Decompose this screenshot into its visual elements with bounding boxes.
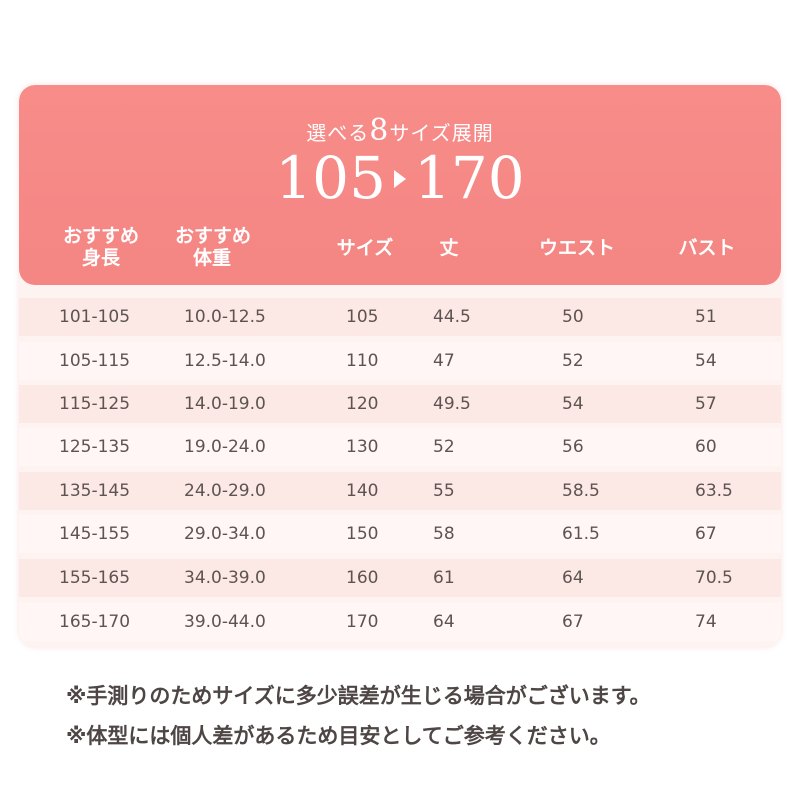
cell-bust: 74 (695, 612, 717, 632)
cell-height: 125-135 (59, 437, 131, 457)
cell-bust: 54 (695, 351, 717, 371)
size-range-subtitle: 選べる8サイズ展開 (19, 113, 781, 148)
cell-size: 140 (346, 481, 379, 501)
cell-weight: 12.5-14.0 (184, 351, 266, 371)
cell-bust: 60 (695, 437, 717, 457)
cell-height: 135-145 (59, 481, 131, 501)
cell-weight: 14.0-19.0 (184, 394, 266, 414)
cell-size: 105 (346, 307, 379, 327)
cell-length: 44.5 (433, 307, 471, 327)
column-header-weight-line2: 体重 (193, 247, 232, 269)
cell-weight: 10.0-12.5 (184, 307, 266, 327)
cell-length: 64 (433, 612, 455, 632)
column-header-bust: バスト (678, 237, 736, 259)
cell-size: 150 (346, 524, 379, 544)
cell-waist: 67 (562, 612, 584, 632)
column-header-height: おすすめ 身長 (55, 225, 147, 269)
table-row: 155-165 34.0-39.0 160 61 64 70.5 (19, 559, 781, 597)
cell-height: 101-105 (59, 307, 131, 327)
cell-bust: 70.5 (695, 568, 733, 588)
table-row: 135-145 24.0-29.0 140 55 58.5 63.5 (19, 472, 781, 510)
cell-weight: 24.0-29.0 (184, 481, 266, 501)
cell-size: 170 (346, 612, 379, 632)
cell-length: 55 (433, 481, 455, 501)
subtitle-number: 8 (369, 113, 390, 148)
cell-waist: 56 (562, 437, 584, 457)
cell-height: 145-155 (59, 524, 131, 544)
cell-weight: 34.0-39.0 (184, 568, 266, 588)
size-chart-header: 選べる8サイズ展開 105 170 おすすめ 身長 おすすめ 体重 サイズ 丈 ウ… (19, 85, 781, 285)
subtitle-prefix: 選べる (306, 121, 370, 145)
size-range: 105 170 (19, 143, 781, 213)
range-end: 170 (414, 144, 525, 212)
size-notes: ※手測りのためサイズに多少誤差が生じる場合がございます。 ※体型には個人差がある… (66, 676, 651, 756)
cell-size: 130 (346, 437, 379, 457)
cell-length: 58 (433, 524, 455, 544)
note-measurement-error: ※手測りのためサイズに多少誤差が生じる場合がございます。 (66, 684, 651, 708)
cell-length: 49.5 (433, 394, 471, 414)
cell-height: 165-170 (59, 612, 131, 632)
column-header-height-line2: 身長 (81, 247, 120, 269)
column-header-length: 丈 (439, 237, 459, 259)
cell-length: 52 (433, 437, 455, 457)
cell-length: 47 (433, 351, 455, 371)
range-start: 105 (275, 144, 386, 212)
table-row: 125-135 19.0-24.0 130 52 56 60 (19, 428, 781, 466)
cell-length: 61 (433, 568, 455, 588)
column-header-weight-line1: おすすめ (175, 225, 252, 247)
table-row: 145-155 29.0-34.0 150 58 61.5 67 (19, 515, 781, 553)
cell-height: 155-165 (59, 568, 131, 588)
triangle-right-icon (394, 169, 406, 188)
table-row: 115-125 14.0-19.0 120 49.5 54 57 (19, 385, 781, 423)
cell-weight: 19.0-24.0 (184, 437, 266, 457)
cell-bust: 51 (695, 307, 717, 327)
cell-size: 110 (346, 351, 379, 371)
cell-waist: 58.5 (562, 481, 600, 501)
cell-height: 105-115 (59, 351, 131, 371)
cell-waist: 54 (562, 394, 584, 414)
column-header-waist: ウエスト (538, 237, 615, 259)
note-body-type: ※体型には個人差があるため目安としてご参考ください。 (66, 724, 611, 748)
table-row: 165-170 39.0-44.0 170 64 67 74 (19, 603, 781, 641)
cell-bust: 63.5 (695, 481, 733, 501)
cell-size: 160 (346, 568, 379, 588)
cell-waist: 50 (562, 307, 584, 327)
table-row: 105-115 12.5-14.0 110 47 52 54 (19, 342, 781, 380)
cell-weight: 29.0-34.0 (184, 524, 266, 544)
column-header-height-line1: おすすめ (62, 225, 139, 247)
table-row: 101-105 10.0-12.5 105 44.5 50 51 (19, 298, 781, 336)
cell-bust: 67 (695, 524, 717, 544)
cell-waist: 64 (562, 568, 584, 588)
cell-waist: 52 (562, 351, 584, 371)
cell-size: 120 (346, 394, 379, 414)
cell-height: 115-125 (59, 394, 131, 414)
cell-waist: 61.5 (562, 524, 600, 544)
cell-bust: 57 (695, 394, 717, 414)
size-chart-card: 選べる8サイズ展開 105 170 おすすめ 身長 おすすめ 体重 サイズ 丈 ウ… (19, 85, 781, 647)
subtitle-suffix: サイズ展開 (389, 121, 494, 145)
column-header-weight: おすすめ 体重 (175, 225, 267, 269)
column-header-size: サイズ (336, 237, 394, 259)
cell-weight: 39.0-44.0 (184, 612, 266, 632)
